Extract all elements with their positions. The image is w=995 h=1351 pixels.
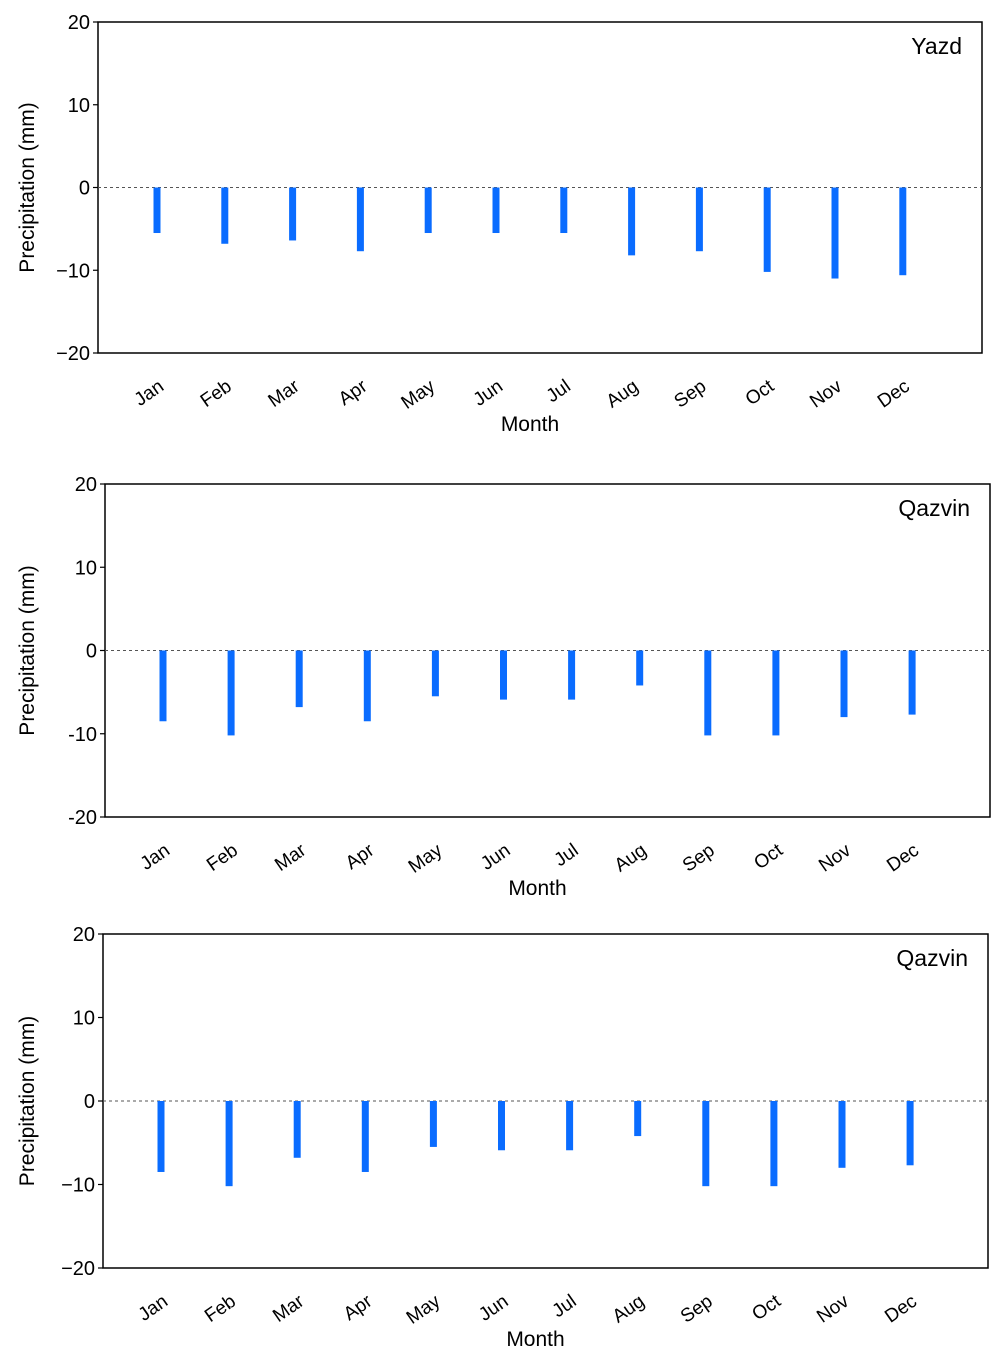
x-tick-label: Oct: [749, 1290, 786, 1325]
x-tick-label: Aug: [609, 1291, 649, 1328]
y-tick-label: 10: [75, 557, 97, 579]
y-tick-label: −20: [61, 1258, 95, 1280]
y-tick-label: −10: [61, 1175, 95, 1197]
bar-may: [424, 187, 432, 234]
y-tick-label: −10: [56, 260, 90, 282]
bar-apr: [361, 1101, 369, 1172]
x-tick-label: Sep: [677, 1291, 717, 1328]
x-tick-label: Dec: [881, 1291, 921, 1328]
y-tick-label: 10: [73, 1008, 95, 1030]
bar-jan: [153, 187, 161, 234]
bar-aug: [634, 1101, 642, 1137]
x-axis-title: Month: [506, 1328, 564, 1351]
x-tick-label: May: [403, 1291, 445, 1329]
bar-mar: [293, 1101, 301, 1158]
bar-apr: [363, 650, 371, 722]
bar-dec: [908, 650, 916, 715]
x-tick-label: Jun: [475, 1291, 512, 1326]
bar-mar: [295, 650, 303, 708]
bar-jul: [568, 650, 576, 700]
y-tick-label: 0: [79, 178, 90, 200]
bar-oct: [770, 1101, 778, 1187]
y-tick-label: 0: [84, 1091, 95, 1113]
bar-sep: [704, 650, 712, 736]
bar-may: [431, 650, 439, 697]
x-tick-label: Nov: [813, 1291, 853, 1328]
bar-oct: [772, 650, 780, 736]
bar-jun: [498, 1101, 505, 1151]
bar-jul: [560, 187, 568, 234]
bar-jun: [492, 187, 500, 234]
bar-apr: [356, 187, 364, 252]
bar-feb: [221, 187, 229, 244]
bar-oct: [763, 187, 771, 272]
x-axis-title: Month: [501, 413, 559, 436]
y-axis-title: Precipitation (mm): [16, 102, 39, 272]
bar-jan: [159, 650, 167, 722]
y-tick-label: 20: [68, 12, 90, 34]
bar-sep: [702, 1101, 710, 1187]
bar-nov: [840, 650, 848, 718]
bar-nov: [831, 187, 839, 279]
bar-jan: [157, 1101, 165, 1172]
x-tick-label: Apr: [340, 1291, 377, 1326]
x-tick-label: Feb: [201, 1291, 240, 1327]
y-axis-title: Precipitation (mm): [16, 1016, 39, 1186]
x-axis-title: Month: [508, 877, 566, 900]
bar-nov: [838, 1101, 846, 1168]
bar-dec: [899, 187, 907, 276]
x-tick-label: Jan: [135, 1291, 172, 1326]
y-tick-label: −20: [56, 343, 90, 365]
bar-may: [429, 1101, 437, 1147]
y-tick-label: -20: [68, 807, 97, 829]
bar-sep: [695, 187, 703, 252]
y-tick-label: 20: [75, 474, 97, 496]
panel-title: Yazd: [911, 33, 962, 59]
x-tick-label: Mar: [269, 1291, 308, 1327]
bar-jun: [500, 650, 507, 700]
y-tick-label: -10: [68, 724, 97, 746]
bar-feb: [225, 1101, 233, 1187]
bar-dec: [906, 1101, 914, 1166]
y-axis-title: Precipitation (mm): [16, 565, 39, 735]
bar-aug: [636, 650, 644, 686]
y-tick-label: 0: [86, 641, 97, 663]
y-tick-label: 10: [68, 95, 90, 117]
panel-title: Qazvin: [898, 495, 970, 521]
panel-title: Qazvin: [896, 945, 968, 971]
bar-mar: [289, 187, 297, 241]
bar-feb: [227, 650, 235, 736]
y-tick-label: 20: [73, 924, 95, 946]
x-tick-label: Jul: [549, 1291, 581, 1322]
bar-aug: [628, 187, 636, 256]
bar-jul: [566, 1101, 574, 1151]
